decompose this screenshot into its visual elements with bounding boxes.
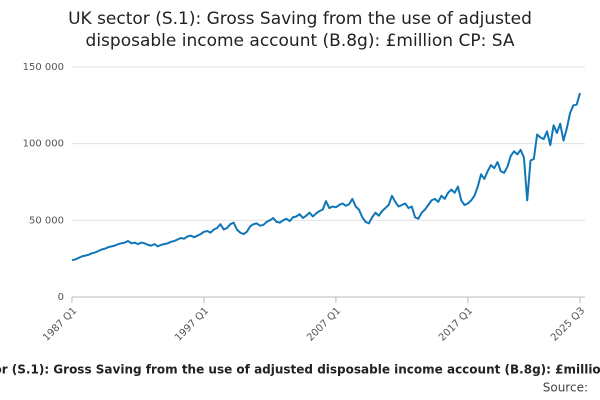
x-tick-label: 2025 Q3 [549,305,587,343]
x-tick-label: 1997 Q1 [173,305,211,343]
chart-title: UK sector (S.1): Gross Saving from the u… [68,9,532,29]
y-tick-label: 50 000 [29,215,64,226]
y-tick-label: 0 [58,292,64,303]
chart-title: disposable income account (B.8g): £milli… [86,31,515,51]
y-tick-label: 150 000 [23,62,64,73]
source: Source: [543,381,588,395]
x-tick-label: 2007 Q1 [305,305,343,343]
data-line [71,92,581,262]
x-tick-label: 2017 Q1 [437,305,475,343]
caption: UK sector (S.1): Gross Saving from the u… [0,363,600,377]
x-tick-label: 1987 Q1 [41,305,79,343]
y-tick-label: 100 000 [23,139,64,150]
